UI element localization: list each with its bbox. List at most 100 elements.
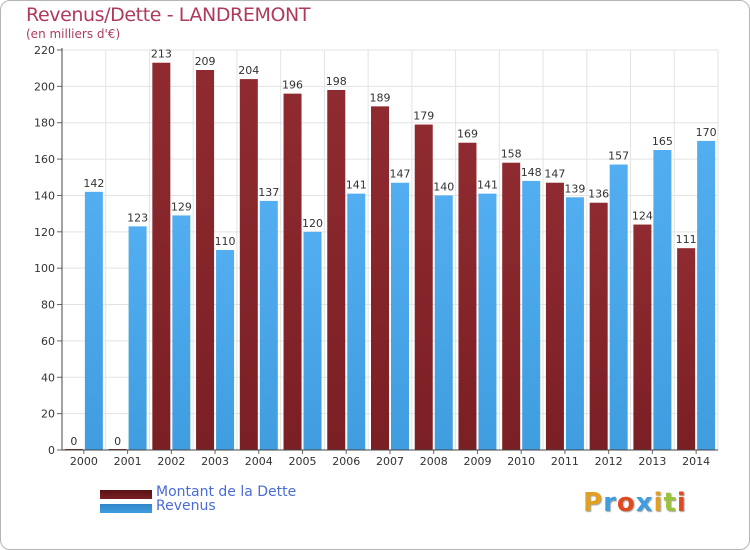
x-tick-label: 2012 <box>595 455 623 468</box>
data-label-debt: 209 <box>195 55 216 68</box>
bar-debt <box>414 124 433 450</box>
x-tick-label: 2009 <box>463 455 491 468</box>
bar-revenue <box>565 197 584 450</box>
data-label-revenue: 137 <box>258 186 279 199</box>
x-tick-label: 2002 <box>157 455 185 468</box>
data-label-debt: 136 <box>588 188 609 201</box>
bar-revenue <box>609 164 628 450</box>
logo-letter: x <box>635 488 654 518</box>
x-tick-label: 2013 <box>638 455 666 468</box>
y-tick-label: 120 <box>34 226 55 239</box>
data-label-revenue: 142 <box>83 177 104 190</box>
bar-debt <box>327 90 346 450</box>
logo-letter: P <box>583 488 604 518</box>
x-tick-label: 2011 <box>551 455 579 468</box>
bar-revenue <box>128 226 147 450</box>
bar-debt <box>502 162 521 450</box>
legend-swatch-revenue <box>100 504 152 513</box>
bar-revenue <box>697 140 716 450</box>
bar-revenue <box>259 200 278 450</box>
y-tick-label: 0 <box>48 444 55 457</box>
bar-debt <box>152 62 171 451</box>
y-tick-label: 40 <box>41 371 55 384</box>
data-label-revenue: 165 <box>652 135 673 148</box>
data-label-revenue: 110 <box>215 235 236 248</box>
x-tick-label: 2010 <box>507 455 535 468</box>
bar-debt <box>239 79 258 450</box>
proxiti-logo: Proxiti <box>583 488 687 518</box>
legend-label-debt: Montant de la Dette <box>156 484 297 500</box>
chart-subtitle: (en milliers d'€) <box>26 27 121 41</box>
data-label-debt: 0 <box>114 435 121 448</box>
bar-revenue <box>522 180 541 450</box>
y-tick-label: 80 <box>41 299 55 312</box>
data-label-debt: 213 <box>151 48 172 61</box>
legend-swatch-debt <box>100 490 152 499</box>
data-label-revenue: 129 <box>171 200 192 213</box>
data-label-debt: 147 <box>544 168 565 181</box>
bar-revenue <box>478 193 497 451</box>
y-tick-label: 100 <box>34 262 55 275</box>
logo-letter: o <box>616 488 636 518</box>
data-label-revenue: 123 <box>127 211 148 224</box>
bar-revenue <box>434 195 453 450</box>
bar-revenue <box>653 150 672 450</box>
chart-title: Revenus/Dette - LANDREMONT <box>26 4 311 26</box>
x-tick-label: 2005 <box>289 455 317 468</box>
bar-debt <box>371 106 389 450</box>
bar-debt <box>633 224 652 450</box>
data-label-revenue: 120 <box>302 217 323 230</box>
x-tick-label: 2000 <box>70 455 98 468</box>
data-label-debt: 158 <box>501 148 522 161</box>
y-tick-label: 220 <box>34 44 55 57</box>
data-label-debt: 124 <box>632 210 653 223</box>
bar-revenue <box>84 191 103 450</box>
data-label-debt: 196 <box>282 79 303 92</box>
data-label-revenue: 170 <box>696 126 717 139</box>
bar-debt <box>283 93 302 451</box>
x-tick-label: 2014 <box>682 455 710 468</box>
bar-revenue <box>391 182 409 450</box>
bar-debt <box>589 202 608 450</box>
data-label-revenue: 147 <box>390 168 411 181</box>
x-tick-label: 2007 <box>376 455 404 468</box>
bar-debt <box>677 248 696 450</box>
x-tick-label: 2003 <box>201 455 229 468</box>
y-tick-label: 20 <box>41 408 55 421</box>
y-tick-label: 180 <box>34 117 55 130</box>
data-label-debt: 0 <box>70 435 77 448</box>
y-tick-label: 160 <box>34 153 55 166</box>
bar-debt <box>458 142 477 450</box>
x-tick-label: 2008 <box>420 455 448 468</box>
data-label-debt: 189 <box>370 91 391 104</box>
data-label-revenue: 141 <box>477 179 498 192</box>
data-label-revenue: 148 <box>521 166 542 179</box>
bar-revenue <box>347 193 366 451</box>
logo-letter: i <box>653 488 664 518</box>
data-label-debt: 198 <box>326 75 347 88</box>
x-tick-label: 2001 <box>114 455 142 468</box>
data-label-revenue: 139 <box>564 182 585 195</box>
x-tick-label: 2004 <box>245 455 273 468</box>
data-label-revenue: 141 <box>346 179 367 192</box>
legend-label-revenue: Revenus <box>156 498 216 514</box>
logo-letter: t <box>663 488 677 518</box>
logo-letter: i <box>676 488 687 518</box>
data-label-debt: 179 <box>413 110 434 123</box>
bar-debt <box>196 70 215 450</box>
bar-revenue <box>303 231 322 450</box>
data-label-revenue: 140 <box>433 180 454 193</box>
x-tick-label: 2006 <box>332 455 360 468</box>
data-label-debt: 169 <box>457 128 478 141</box>
y-tick-label: 200 <box>34 80 55 93</box>
y-tick-label: 60 <box>41 335 55 348</box>
bar-debt <box>545 182 564 450</box>
data-label-revenue: 157 <box>608 150 629 163</box>
y-tick-label: 140 <box>34 189 55 202</box>
logo-letter: r <box>603 488 617 518</box>
data-label-debt: 204 <box>238 64 259 77</box>
bar-revenue <box>172 215 191 450</box>
data-label-debt: 111 <box>676 233 697 246</box>
bar-revenue <box>216 250 235 450</box>
